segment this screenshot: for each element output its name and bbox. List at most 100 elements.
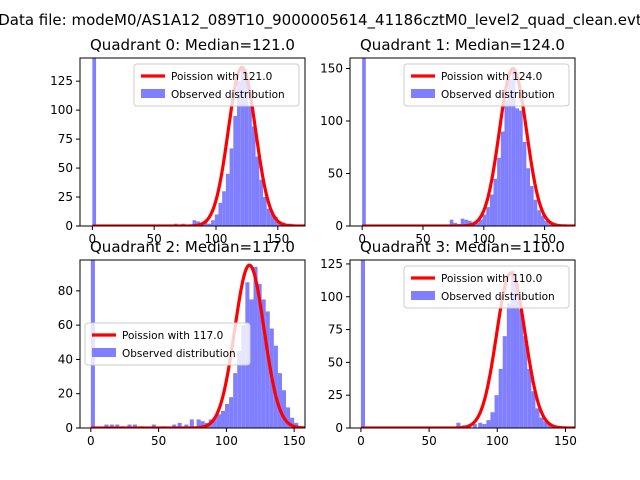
legend-label-poisson: Poission with 110.0 bbox=[441, 273, 542, 285]
legend-box bbox=[133, 63, 300, 107]
x-tick-label: 0 bbox=[89, 232, 97, 246]
histogram-bar bbox=[526, 168, 530, 226]
axes-frame bbox=[79, 259, 306, 429]
histogram-bar bbox=[225, 173, 230, 226]
histogram-bar bbox=[273, 345, 278, 428]
plot-area bbox=[361, 58, 575, 226]
histogram-bar bbox=[212, 417, 217, 428]
legend-box bbox=[403, 63, 570, 107]
histogram-bar bbox=[241, 325, 246, 428]
histogram-bar bbox=[543, 421, 548, 428]
histogram-bar bbox=[151, 424, 156, 428]
legend-hist-swatch bbox=[411, 89, 435, 98]
histogram-bar bbox=[233, 115, 238, 226]
histogram-bar bbox=[486, 207, 490, 226]
y-tick-label: 40 bbox=[58, 352, 73, 366]
y-tick-label: 50 bbox=[328, 167, 343, 181]
legend-label-poisson: Poission with 117.0 bbox=[122, 330, 223, 342]
plot-area bbox=[360, 260, 575, 428]
histogram-bar bbox=[229, 397, 234, 428]
y-tick-label: 75 bbox=[328, 323, 343, 337]
histogram-bar bbox=[535, 408, 540, 428]
y-tick-label: 0 bbox=[335, 219, 343, 233]
histogram-bar bbox=[286, 407, 291, 428]
histogram-bar bbox=[506, 303, 511, 428]
histogram-bar bbox=[225, 404, 230, 428]
histogram-bar bbox=[490, 412, 495, 428]
histogram-bar bbox=[270, 213, 275, 226]
histogram-bar bbox=[362, 58, 366, 226]
histogram-bar bbox=[482, 424, 487, 428]
histogram-bar bbox=[522, 142, 527, 226]
histogram-bar bbox=[220, 410, 226, 428]
legend-label-poisson: Poission with 124.0 bbox=[441, 71, 542, 83]
histogram-bar bbox=[500, 131, 505, 226]
histogram-bar bbox=[211, 220, 215, 226]
axes-frame bbox=[349, 259, 576, 429]
x-tick-label: 100 bbox=[215, 434, 238, 448]
legend: Poission with 124.0 Observed distribution bbox=[403, 63, 570, 107]
x-tick-label: 50 bbox=[147, 232, 162, 246]
x-tick-label: 50 bbox=[151, 434, 166, 448]
x-tick-label: 150 bbox=[533, 232, 556, 246]
histogram-bar bbox=[248, 105, 252, 226]
x-tick-label: 150 bbox=[283, 434, 306, 448]
subplot-1: 0 50 100 150 0 50 100 150 Quadrant 1: Median=124… bbox=[320, 36, 576, 246]
histogram-bar bbox=[539, 417, 544, 428]
histogram-bar bbox=[127, 424, 132, 428]
histogram-bar bbox=[196, 419, 201, 428]
legend: Poission with 117.0 Observed distribution bbox=[84, 322, 251, 366]
plot-area bbox=[91, 58, 305, 226]
histogram-bar bbox=[244, 73, 249, 226]
histogram-bar bbox=[233, 373, 238, 428]
histogram-bar bbox=[240, 67, 245, 226]
y-tick-label: 25 bbox=[58, 190, 73, 204]
histogram-bar bbox=[502, 336, 507, 428]
legend-hist-swatch bbox=[92, 348, 116, 357]
histogram-bar bbox=[511, 70, 516, 226]
histogram-bar bbox=[482, 214, 487, 226]
histogram-bar bbox=[472, 424, 477, 428]
histogram-bar bbox=[360, 260, 365, 428]
histogram-bar bbox=[189, 419, 194, 428]
x-tick-label: 100 bbox=[205, 232, 228, 246]
x-tick-label: 50 bbox=[415, 232, 430, 246]
subplot-title: Quadrant 3: Median=110.0 bbox=[360, 238, 565, 256]
x-tick-label: 50 bbox=[421, 434, 436, 448]
x-tick-label: 150 bbox=[266, 232, 289, 246]
histogram-bar bbox=[478, 422, 483, 428]
histogram-bar bbox=[229, 148, 234, 226]
histogram-bar bbox=[510, 270, 515, 428]
histogram-bar bbox=[508, 79, 512, 226]
histogram-bar bbox=[104, 424, 109, 428]
histogram-bar bbox=[115, 424, 120, 428]
histogram-bar bbox=[253, 266, 258, 428]
y-tick-label: 0 bbox=[335, 421, 343, 435]
histogram-bar bbox=[523, 336, 528, 428]
subplots: 0 50 100 150 0 25 50 75 100 125 Quadrant 0: Median… bbox=[50, 36, 577, 448]
histogram-bar bbox=[497, 157, 501, 226]
y-tick-label: 150 bbox=[320, 62, 343, 76]
legend-box bbox=[84, 322, 251, 366]
y-tick-label: 25 bbox=[328, 388, 343, 402]
histogram-bar bbox=[489, 194, 494, 226]
histogram-bar bbox=[109, 424, 114, 428]
histogram-bar bbox=[540, 215, 545, 226]
y-tick-label: 50 bbox=[328, 355, 343, 369]
histogram-bar bbox=[277, 373, 282, 428]
histogram-bar bbox=[200, 421, 205, 428]
y-tick-label: 125 bbox=[320, 257, 343, 271]
y-tick-label: 50 bbox=[58, 161, 73, 175]
histogram-bar bbox=[92, 58, 97, 226]
legend-label-observed: Observed distribution bbox=[441, 291, 555, 303]
legend-label-poisson: Poission with 121.0 bbox=[171, 71, 272, 83]
subplot-2: 0 50 100 150 0 20 40 60 80 Quadrant 2: Median=117… bbox=[58, 238, 306, 448]
histogram-bar bbox=[249, 299, 254, 428]
legend-label-observed: Observed distribution bbox=[441, 89, 555, 101]
histogram-bar bbox=[498, 368, 503, 428]
histogram-bar bbox=[504, 100, 509, 226]
histogram-bar bbox=[544, 220, 549, 226]
histogram-bar bbox=[530, 186, 534, 226]
histogram-bar bbox=[519, 309, 524, 428]
